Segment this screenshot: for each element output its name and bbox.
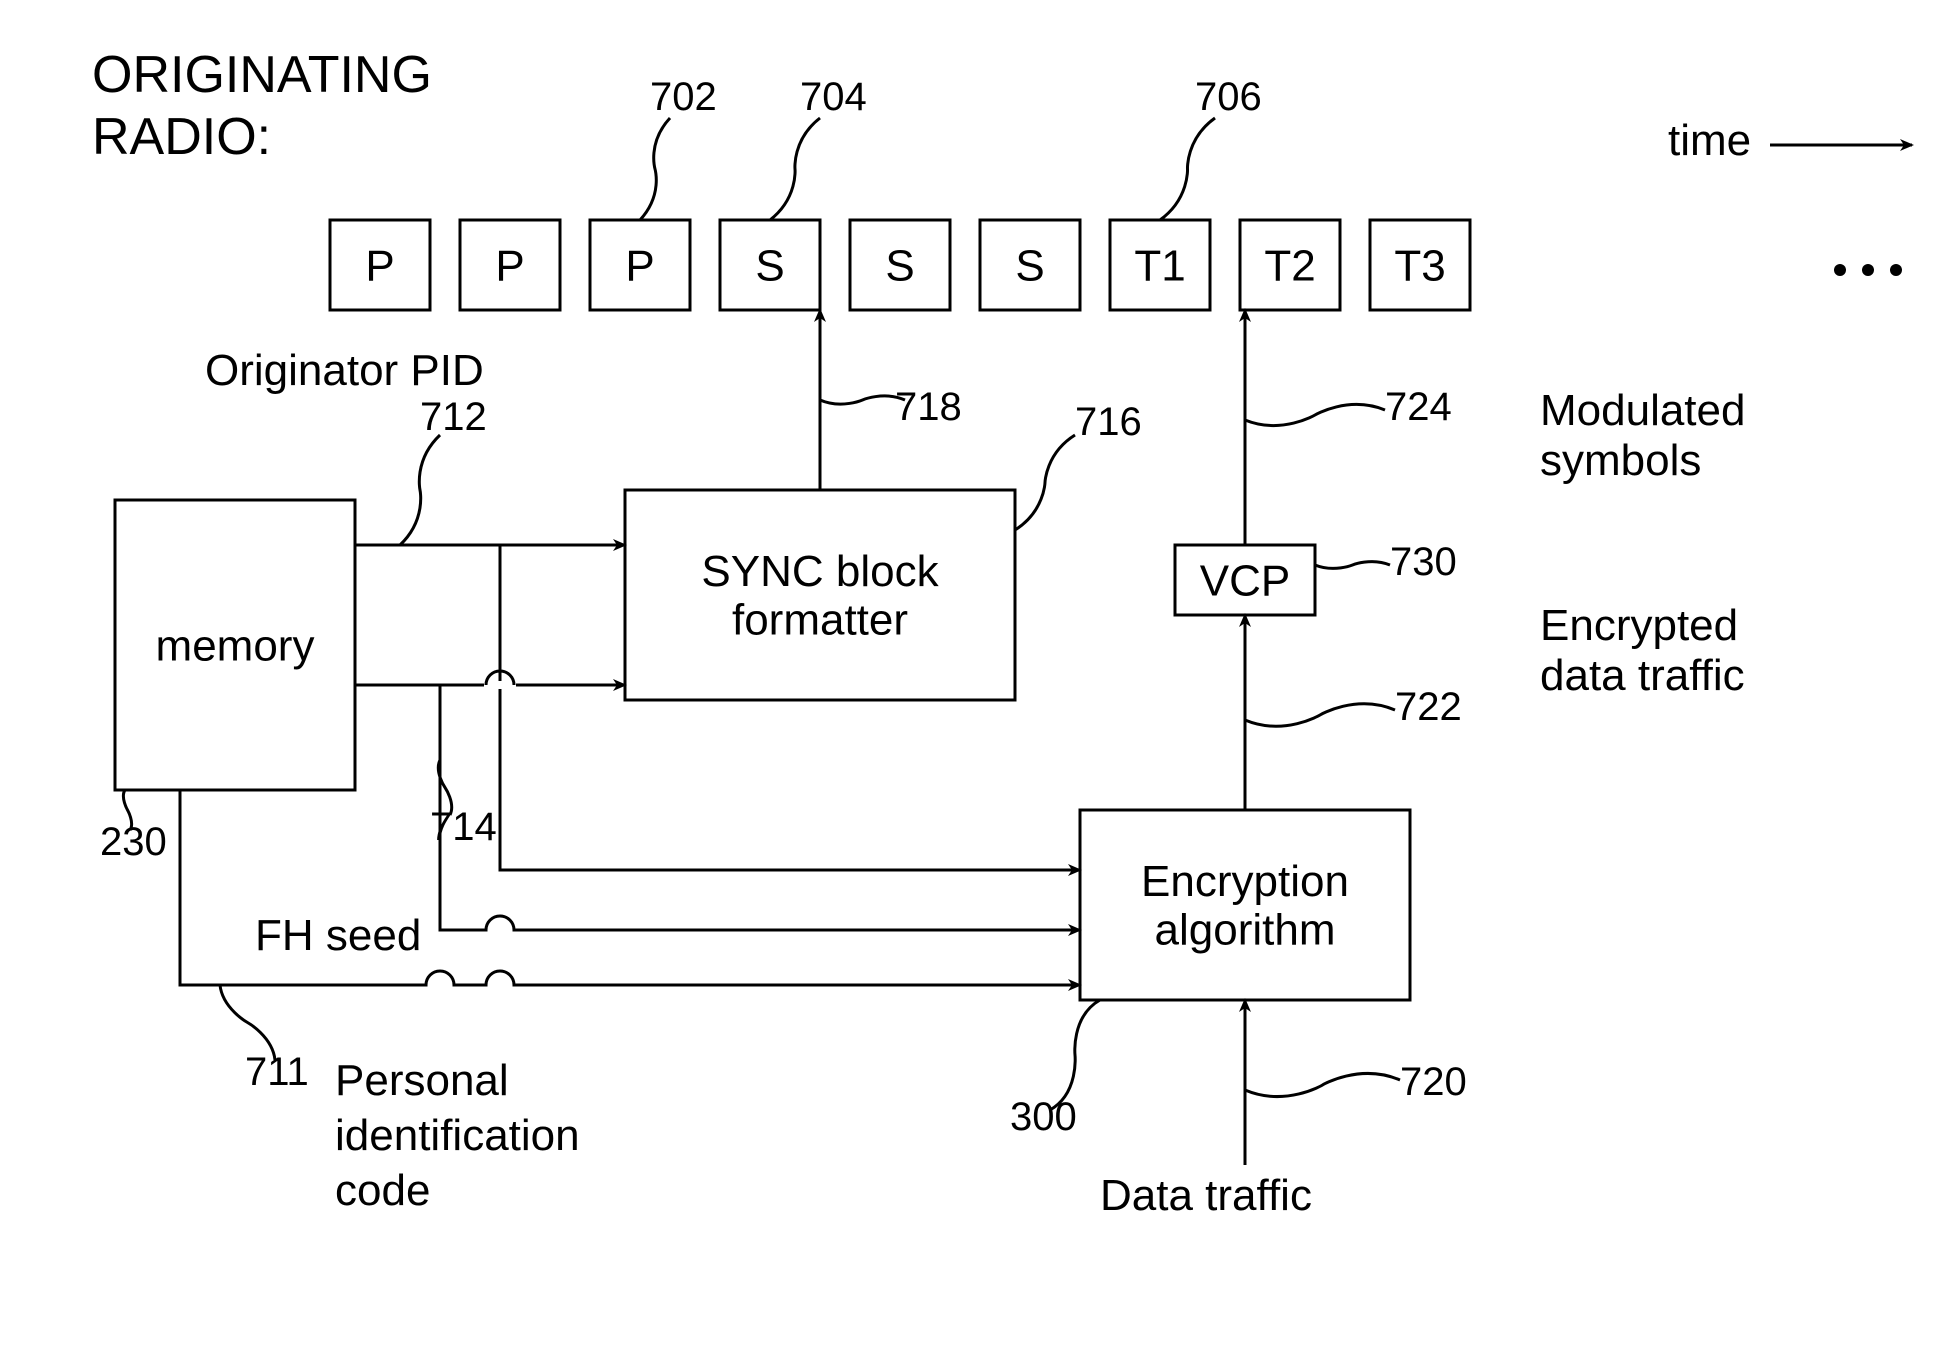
sync-block-formatter-label: formatter [732, 596, 908, 645]
hop-mask [484, 681, 516, 689]
timeline-cell-label: P [495, 241, 524, 290]
leader-711 [220, 985, 275, 1060]
leader-722 [1245, 704, 1395, 726]
vcp-label: VCP [1200, 556, 1290, 605]
timeline-cell-label: S [1015, 241, 1044, 290]
timeline-cell-label: T1 [1134, 241, 1185, 290]
leader-716 [1015, 435, 1075, 530]
time-label: time [1668, 116, 1751, 165]
label-modulated-symbols: symbols [1540, 436, 1701, 485]
ellipsis-dot [1834, 264, 1846, 276]
leader-724 [1245, 404, 1385, 425]
label-personal-id-code: identification [335, 1111, 580, 1160]
ref-716: 716 [1075, 400, 1142, 444]
ref-730: 730 [1390, 540, 1457, 584]
ref-711: 711 [245, 1050, 309, 1094]
ref-706: 706 [1195, 75, 1262, 119]
leader-300 [1050, 1000, 1100, 1110]
ellipsis-dot [1862, 264, 1874, 276]
leader-706 [1160, 118, 1215, 220]
ref-230: 230 [100, 820, 167, 864]
label-encrypted-data: data traffic [1540, 651, 1745, 700]
ref-720: 720 [1400, 1060, 1467, 1104]
label-data-traffic: Data traffic [1100, 1171, 1312, 1220]
label-fh-seed: FH seed [255, 911, 421, 960]
timeline-cell-label: T3 [1394, 241, 1445, 290]
sync-block-formatter-label: SYNC block [701, 547, 939, 596]
arrow-fhseed-to-enc [440, 685, 1080, 930]
timeline-cell-label: P [365, 241, 394, 290]
ref-722: 722 [1395, 685, 1462, 729]
leader-712 [400, 435, 440, 545]
encryption-algorithm-label: algorithm [1155, 906, 1336, 955]
ref-300: 300 [1010, 1095, 1077, 1139]
timeline-cell-label: T2 [1264, 241, 1315, 290]
leader-702 [640, 118, 670, 220]
label-personal-id-code: Personal [335, 1056, 509, 1105]
ref-712: 712 [420, 395, 487, 439]
timeline-cell-label: S [755, 241, 784, 290]
ellipsis-dot [1890, 264, 1902, 276]
label-modulated-symbols: Modulated [1540, 386, 1745, 435]
leader-720 [1245, 1073, 1400, 1096]
ref-704: 704 [800, 75, 867, 119]
leader-704 [770, 118, 820, 220]
encryption-algorithm-label: Encryption [1141, 857, 1349, 906]
label-originator-pid: Originator PID [205, 346, 484, 395]
ref-714: 714 [430, 805, 497, 849]
leader-718 [820, 396, 905, 404]
title-originating-radio: RADIO: [92, 108, 271, 166]
label-encrypted-data: Encrypted [1540, 601, 1738, 650]
leader-730 [1315, 562, 1390, 569]
ref-724: 724 [1385, 385, 1452, 429]
timeline-cell-label: P [625, 241, 654, 290]
ref-718: 718 [895, 385, 962, 429]
memory-label: memory [156, 621, 315, 670]
timeline-cell-label: S [885, 241, 914, 290]
ref-702: 702 [650, 75, 717, 119]
title-originating-radio: ORIGINATING [92, 46, 432, 104]
label-personal-id-code: code [335, 1166, 430, 1215]
